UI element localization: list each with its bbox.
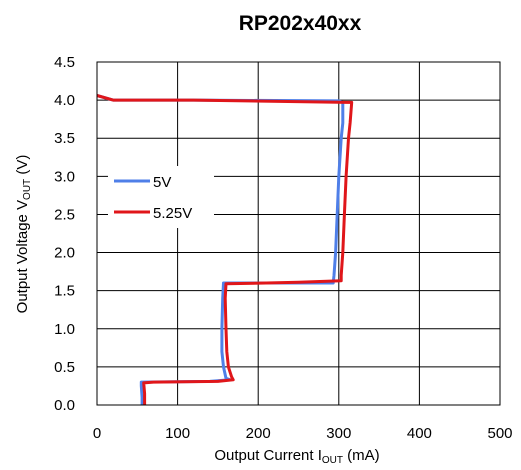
- x-tick-label: 300: [326, 425, 351, 442]
- y-tick-label: 1.5: [54, 283, 75, 300]
- y-tick-label: 2.5: [54, 206, 75, 223]
- y-tick-label: 2.0: [54, 245, 75, 262]
- y-tick-label: 3.5: [54, 130, 75, 147]
- y-tick-label: 4.5: [54, 54, 75, 71]
- series-line-5v: [96, 94, 345, 405]
- y-tick-label: 0.0: [54, 397, 75, 414]
- grid: [96, 61, 501, 406]
- x-tick-label: 100: [165, 425, 190, 442]
- y-tick-label: 4.0: [54, 92, 75, 109]
- y-tick-label: 1.0: [54, 321, 75, 338]
- x-tick-label: 0: [93, 425, 101, 442]
- x-tick-labels: 0 100 200 300 400 500: [93, 425, 513, 442]
- x-tick-label: 400: [407, 425, 432, 442]
- x-tick-label: 500: [487, 425, 512, 442]
- legend-label-5v: 5V: [153, 174, 171, 191]
- chart-title: RP202x40xx: [239, 12, 362, 35]
- y-tick-label: 0.5: [54, 359, 75, 376]
- legend: 5V 5.25V: [108, 166, 214, 228]
- x-axis-label: Output Current IOUT (mA): [214, 447, 379, 466]
- y-axis-label: Output Voltage VOUT (V): [14, 155, 33, 314]
- x-tick-label: 200: [246, 425, 271, 442]
- series-lines: [96, 94, 354, 405]
- series-line-5-25v: [96, 94, 354, 405]
- y-tick-label: 3.0: [54, 168, 75, 185]
- legend-label-5-25v: 5.25V: [153, 205, 192, 222]
- legend-background: [108, 166, 214, 228]
- y-tick-labels: 0.0 0.5 1.0 1.5 2.0 2.5 3.0 3.5 4.0 4.5: [54, 54, 75, 414]
- plot-frame: [96, 61, 501, 406]
